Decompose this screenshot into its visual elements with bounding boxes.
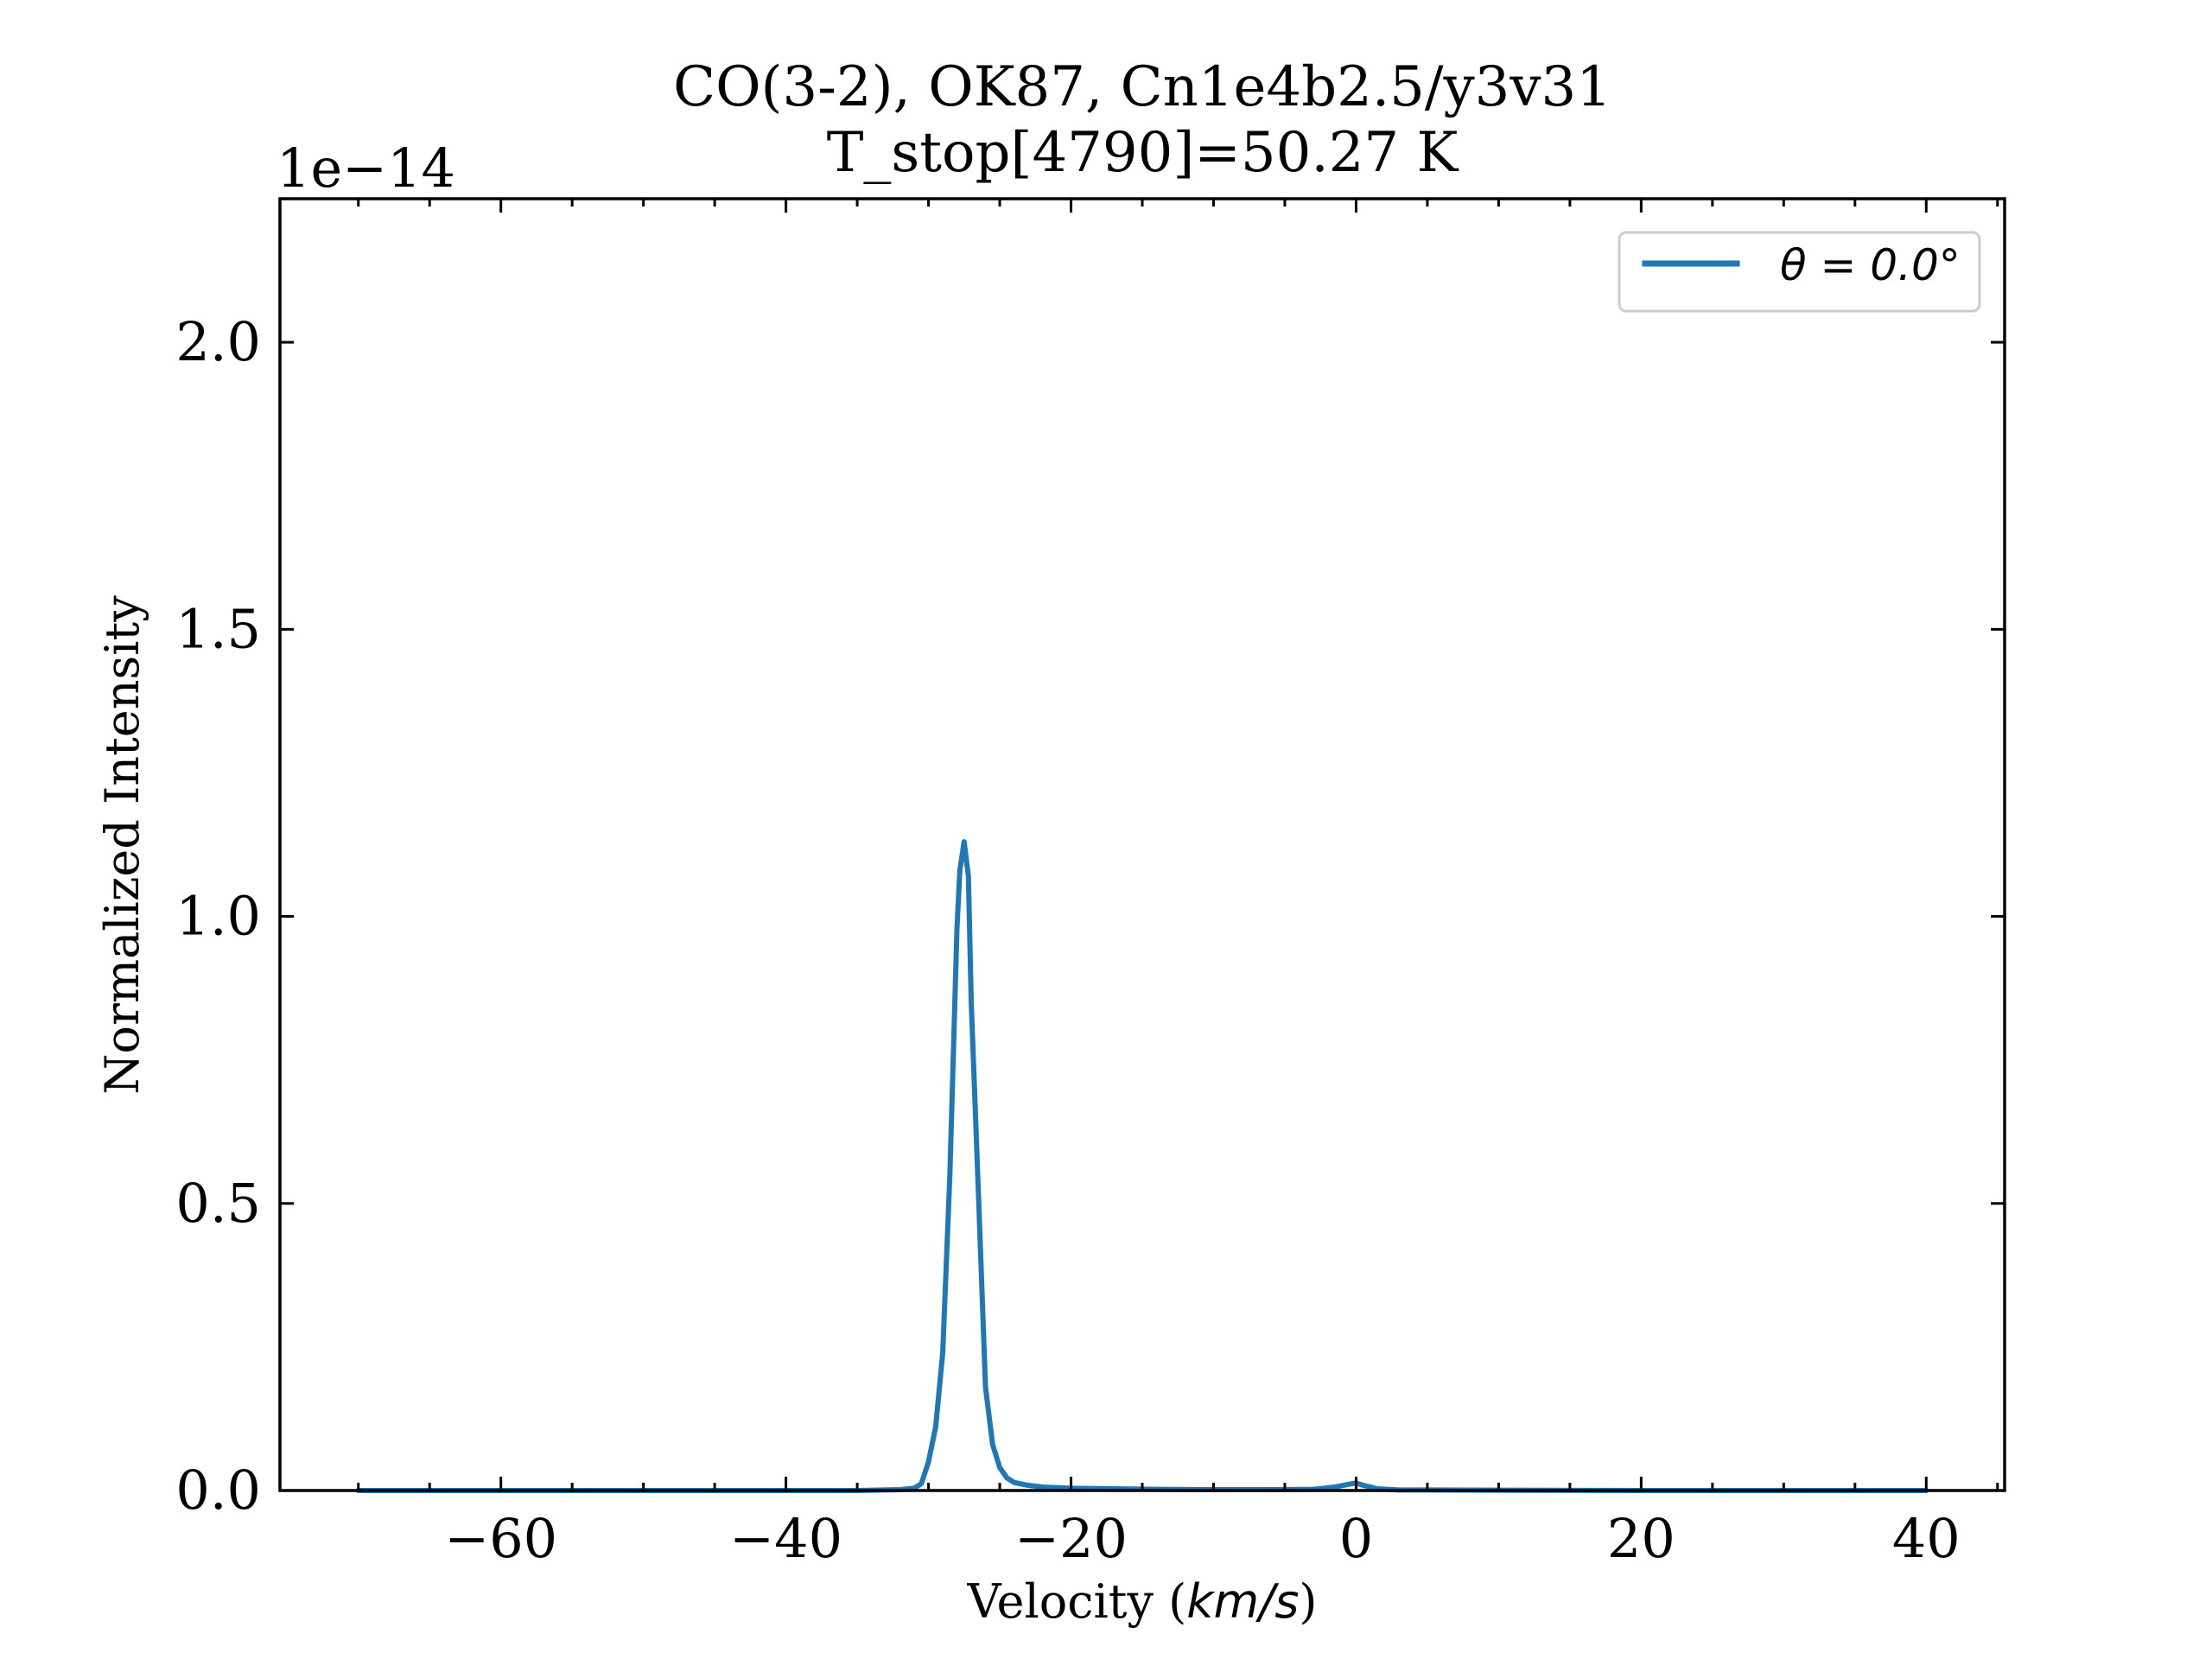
x-tick-label: 40 [1892,1507,1961,1570]
x-axis-label-unit: km/s [1186,1574,1299,1629]
x-axis-label-close: ) [1299,1574,1317,1629]
legend-label: θ = 0.0° [1780,240,1961,290]
plot-area [355,839,1929,1493]
y-tick-label: 0.5 [175,1172,261,1235]
legend-box [1618,231,1981,313]
x-tick-label: −60 [444,1507,557,1570]
y-tick-label: 2.0 [175,310,261,373]
x-tick-label: −20 [1014,1507,1128,1570]
x-tick-label: 20 [1607,1507,1675,1570]
y-tick-label: 0.0 [175,1459,261,1522]
y-offset-label: 1e−14 [276,137,455,200]
chart-title-line-1: CO(3-2), OK87, Cn1e4b2.5/y3v31 [673,55,1611,119]
series-line-0 [355,839,1929,1493]
y-tick-label: 1.0 [175,885,261,948]
legend: θ = 0.0° [1618,231,1981,313]
x-axis-label-text: Velocity ( [966,1574,1186,1629]
y-tick-label: 1.5 [175,597,261,660]
x-tick-label: 0 [1339,1507,1373,1570]
x-axis-label: Velocity (km/s) [966,1574,1317,1629]
plot-frame [278,197,2006,1492]
y-axis-label: Normalized Intensity [95,595,149,1095]
axis-ticks: −60 −40 −20 0 20 40 0.0 0.5 1.0 1.5 2.0 [175,199,2005,1570]
x-tick-label: −40 [729,1507,842,1570]
chart-title-line-2: T_stop[4790]=50.27 K [827,121,1459,185]
